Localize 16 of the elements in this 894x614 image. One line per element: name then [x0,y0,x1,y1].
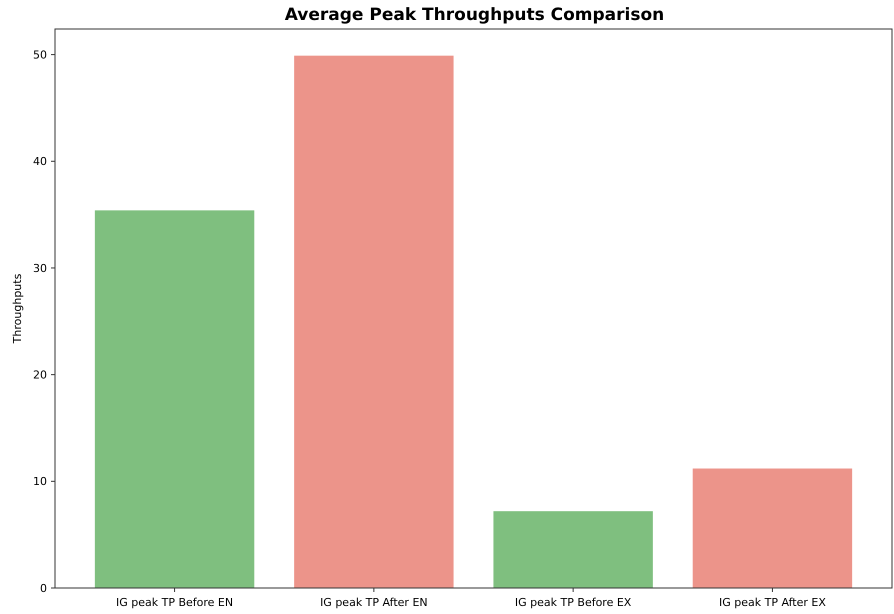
x-tick-label: IG peak TP Before EX [514,596,632,609]
x-tick-label: IG peak TP After EX [718,596,826,609]
y-tick-label: 30 [33,262,47,275]
y-tick-label: 20 [33,368,47,382]
bar [94,210,254,588]
y-axis-title: Throughputs [11,273,24,344]
bar [493,511,653,588]
y-tick-label: 10 [33,475,47,488]
bar [692,468,852,588]
y-tick-label: 40 [33,155,47,168]
bar [294,56,454,588]
y-tick-label: 0 [40,582,47,595]
y-tick-label: 50 [33,48,47,62]
x-tick-label: IG peak TP After EN [320,596,428,609]
x-tick-label: IG peak TP Before EN [116,596,234,609]
chart-title: Average Peak Throughputs Comparison [284,5,664,25]
